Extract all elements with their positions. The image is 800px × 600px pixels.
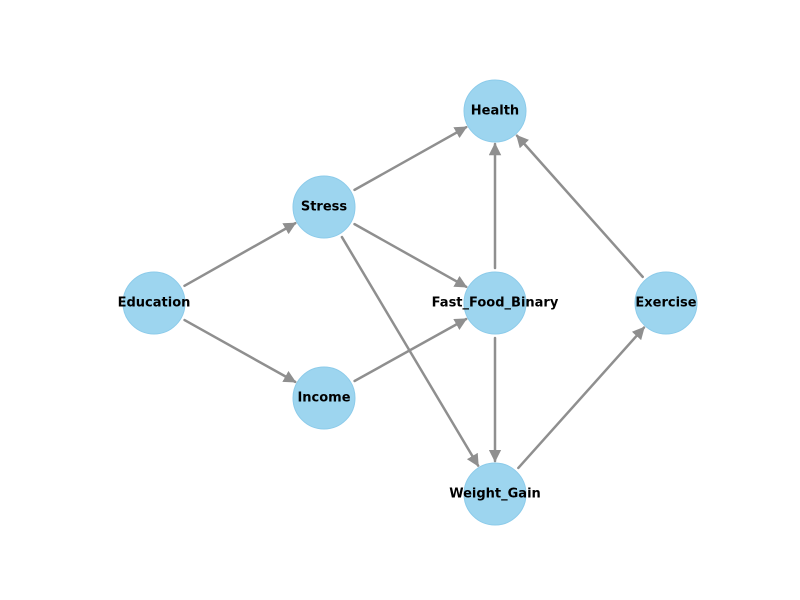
- node-stress: Stress: [292, 175, 356, 239]
- node-stress-circle: [292, 175, 356, 239]
- node-income-circle: [292, 366, 356, 430]
- node-education-label: Education: [118, 296, 191, 311]
- node-stress-label: Stress: [301, 200, 348, 215]
- node-weight-gain-circle: [463, 462, 527, 526]
- node-health-label: Health: [471, 104, 519, 119]
- node-weight-gain: Weight_Gain: [449, 462, 541, 526]
- node-weight-gain-label: Weight_Gain: [449, 487, 541, 502]
- node-health-circle: [463, 79, 527, 143]
- node-exercise-label: Exercise: [635, 296, 696, 311]
- edge-exercise-to-health: [515, 134, 644, 279]
- node-health: Health: [463, 79, 527, 143]
- node-exercise-circle: [634, 271, 698, 335]
- node-education: Education: [118, 271, 191, 335]
- node-fast-food-binary-label: Fast_Food_Binary: [432, 296, 559, 311]
- edge-income-to-fast-food-binary: [353, 317, 468, 383]
- node-fast-food-binary: Fast_Food_Binary: [432, 271, 559, 335]
- edge-education-to-stress: [183, 221, 297, 288]
- node-income-label: Income: [297, 391, 350, 406]
- edge-weight-gain-to-exercise: [517, 326, 646, 470]
- node-exercise: Exercise: [634, 271, 698, 335]
- edge-stress-to-health: [353, 125, 468, 192]
- node-income: Income: [292, 366, 356, 430]
- edge-stress-to-fast-food-binary: [353, 222, 468, 289]
- nodes: Education Stress Income Health Fast_Food…: [118, 79, 698, 526]
- edge-education-to-income: [183, 318, 297, 384]
- edges: [183, 125, 646, 470]
- node-education-circle: [122, 271, 186, 335]
- node-fast-food-binary-circle: [463, 271, 527, 335]
